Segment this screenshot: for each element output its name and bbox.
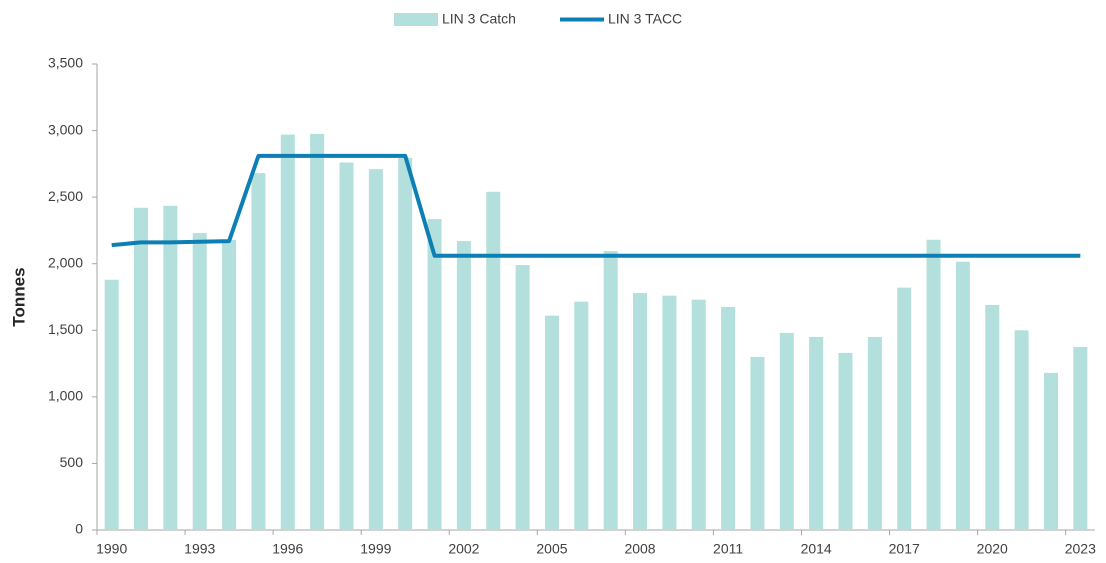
bar (1043, 372, 1058, 530)
bar (398, 157, 413, 530)
bar (310, 133, 325, 530)
bar (339, 162, 354, 531)
bar (985, 304, 1000, 530)
bar (486, 191, 501, 530)
x-tick-label: 2002 (448, 541, 479, 557)
legend-swatch (394, 13, 438, 26)
legend-label: LIN 3 Catch (442, 11, 516, 27)
bar (691, 299, 706, 530)
legend-label: LIN 3 TACC (608, 11, 682, 27)
bar (955, 261, 970, 530)
x-tick-label: 2023 (1065, 541, 1096, 557)
bar (280, 134, 295, 530)
bar (926, 239, 941, 530)
bar (1014, 330, 1029, 530)
line (111, 153, 1081, 258)
bar (779, 332, 794, 530)
bar (456, 241, 471, 530)
y-tick-label: 3,000 (48, 121, 83, 137)
bar (809, 336, 824, 530)
bar (662, 295, 677, 530)
y-tick-label: 500 (60, 454, 84, 470)
x-tick-label: 2014 (801, 541, 832, 557)
y-tick-label: 1,000 (48, 388, 83, 404)
bar (603, 251, 618, 530)
bar (427, 219, 442, 530)
bar (222, 239, 237, 530)
bar (897, 287, 912, 530)
bar (544, 315, 559, 530)
x-tick-label: 2008 (624, 541, 655, 557)
bar (867, 336, 882, 530)
bar (1073, 346, 1088, 530)
bar (104, 279, 119, 530)
x-tick-label: 2005 (536, 541, 567, 557)
bar (368, 169, 383, 530)
bar (251, 173, 266, 531)
y-tick-label: 0 (75, 521, 83, 537)
bar (633, 293, 648, 530)
y-axis-title: Tonnes (9, 267, 28, 326)
x-tick-label: 1990 (96, 541, 127, 557)
y-tick-label: 1,500 (48, 321, 83, 337)
y-tick-label: 2,500 (48, 188, 83, 204)
bar (721, 306, 736, 530)
x-tick-label: 2020 (977, 541, 1008, 557)
x-tick-label: 2017 (889, 541, 920, 557)
x-tick-label: 2011 (713, 541, 743, 557)
x-tick-label: 1996 (272, 541, 303, 557)
y-tick-label: 3,500 (48, 55, 83, 71)
bar (838, 352, 853, 530)
bar (163, 205, 178, 530)
bar (574, 301, 589, 530)
bar (515, 265, 530, 530)
bar (192, 233, 207, 530)
x-tick-label: 1993 (184, 541, 215, 557)
y-tick-label: 2,000 (48, 254, 83, 270)
bar (750, 356, 765, 530)
x-tick-label: 1999 (360, 541, 391, 557)
bar (134, 207, 149, 530)
